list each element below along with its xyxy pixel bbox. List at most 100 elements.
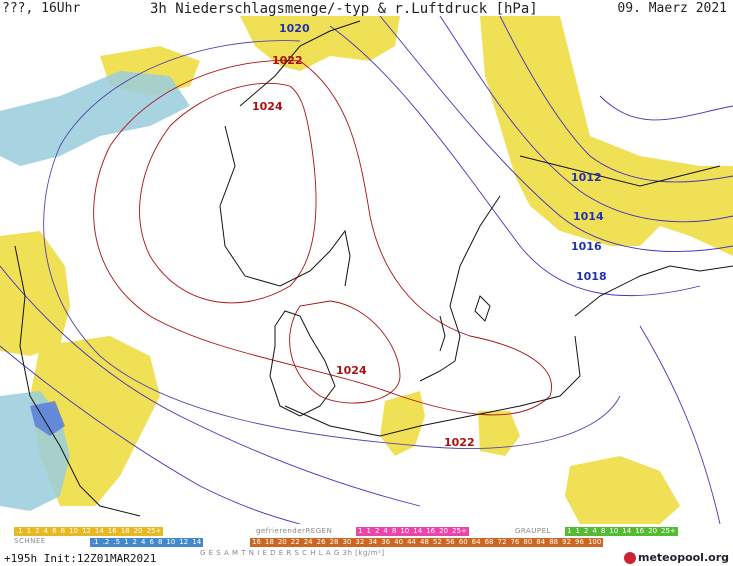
isobar-1012 [499,16,733,183]
graupel-scale-step: 8 [600,527,606,535]
rain-scale-step: 4 [43,527,49,535]
total-scale-step: 18 [264,538,274,546]
snow-scale-step: 1 [124,538,129,546]
total-scale-step: 52 [432,538,442,546]
rain-scale-step: 8 [60,527,66,535]
snow-scale-step: 8 [157,538,163,546]
total-scale-step: 60 [458,538,468,546]
coast-britain [14,245,141,517]
graupel-scale-step: 14 [622,527,632,535]
total-scale-step: 26 [316,538,326,546]
total-scale-step: 56 [445,538,455,546]
snow-scale-step: 14 [192,538,202,546]
brand-logo: meteopool.org [624,551,729,564]
rain-scale-step: 1 [26,527,32,535]
graupel-scale-step: 2 [583,527,589,535]
isobar-1014 [439,16,733,223]
total-scale-step: 48 [419,538,429,546]
isobar-1022 [93,60,552,416]
graupel-scale-step: 10 [609,527,619,535]
graupel-scale-step: 4 [592,527,597,535]
isobar-1016 [379,16,733,252]
isobar-west-2 [0,345,301,524]
rain-scale: .1 1 2 4 6 8 10 12 14 16 18 20 25+ [14,527,164,536]
coast-scandinavia-north [239,20,361,107]
total-scale-step: 72 [497,538,507,546]
isobar-label-group: 1020 1022 1024 1012 1014 1016 1018 1024 … [252,22,607,449]
rain-scale-step: 10 [69,527,78,535]
total-scale-step: 96 [575,538,584,546]
isobar-label: 1014 [573,210,604,223]
isobar-label: 1018 [576,270,607,283]
total-scale-step: 44 [407,538,416,546]
total-scale-step: 30 [342,538,352,546]
freezing-rain-scale: 1 1 2 4 8 10 14 16 20 25+ [356,527,469,536]
rain-area-east-small [478,411,520,456]
total-scale-step: 34 [368,538,378,546]
isobar-label: 1012 [571,171,602,184]
coast-denmark [269,310,336,417]
rain-scale-step: 16 [107,527,117,535]
total-scale-step: 88 [549,538,559,546]
isobar-label: 1024 [336,364,367,377]
precipitation-legend: .1 1 2 4 6 8 10 12 14 16 18 20 25+ gefrierenderREGEN… [0,524,733,566]
freezing-scale-step: 25+ [452,527,467,535]
graupel-title: GRAUPEL [515,527,551,535]
coast-norway [219,125,351,287]
model-run-label: +195h Init:12Z01MAR2021 [4,552,157,565]
freezing-scale-step: 8 [391,527,397,535]
isobar-label: 1022 [272,54,303,67]
freezing-rain-title: gefrierenderREGEN [256,527,333,535]
total-precip-title: G E S A M T N I E D E R S C H L A G 3h [… [200,549,385,557]
snow-scale-step: .5 [113,538,121,546]
snow-scale-step: 2 [132,538,137,546]
isobar-1024-north [139,82,317,304]
total-scale-step: 76 [510,538,520,546]
total-scale-step: 64 [471,538,481,546]
total-scale-step: 68 [484,538,494,546]
isobar-1024-south [289,300,401,404]
isobar-1018 [329,25,701,297]
rain-scale-step: 2 [35,527,40,535]
freezing-scale-step: 20 [439,527,449,535]
island-gotland [474,295,491,322]
graupel-scale-step: 20 [648,527,658,535]
isobars [0,16,733,524]
isobar-label: 1020 [279,22,310,35]
snow-scale-step: 12 [179,538,189,546]
isobar-west-1 [0,265,421,507]
isobar-label: 1024 [252,100,283,113]
graupel-scale-step: 16 [635,527,645,535]
snow-scale-step: .2 [102,538,110,546]
rain-scale-step: 18 [120,527,130,535]
snow-area-northwest [0,71,190,166]
freezing-scale-step: 14 [413,527,423,535]
freezing-scale-step: 1 [366,527,371,535]
isobar-east-2 [639,325,721,524]
coast-sweden-east [419,195,501,382]
total-scale-step: 84 [536,538,546,546]
snow-title: SCHNEE [14,537,46,545]
total-scale-step: 92 [562,538,572,546]
isobar-east-1 [599,95,733,121]
total-scale-step: 24 [303,538,313,546]
coast-germany-baltic [284,335,581,437]
snow-scale-step: 4 [141,538,146,546]
meteopool-logo-icon [624,551,636,564]
isobar-label: 1022 [444,436,475,449]
freezing-scale-step: 16 [426,527,436,535]
rain-area-norway-north [240,16,400,71]
freezing-scale-step: 4 [383,527,388,535]
total-scale-step: 20 [277,538,287,546]
rain-scale-step: 12 [81,527,91,535]
island-oeland [439,315,446,352]
coast-finland [519,155,721,187]
isobar-1020 [43,40,621,449]
map-title: 3h Niederschlagsmenge/-typ & r.Luftdruck… [150,1,538,17]
rain-scale-step: 14 [94,527,104,535]
rain-scale-step: 25+ [146,527,162,535]
total-scale-step: 40 [394,538,404,546]
snow-scale-step: 6 [149,538,154,546]
freezing-scale-step: 1 [358,527,363,535]
